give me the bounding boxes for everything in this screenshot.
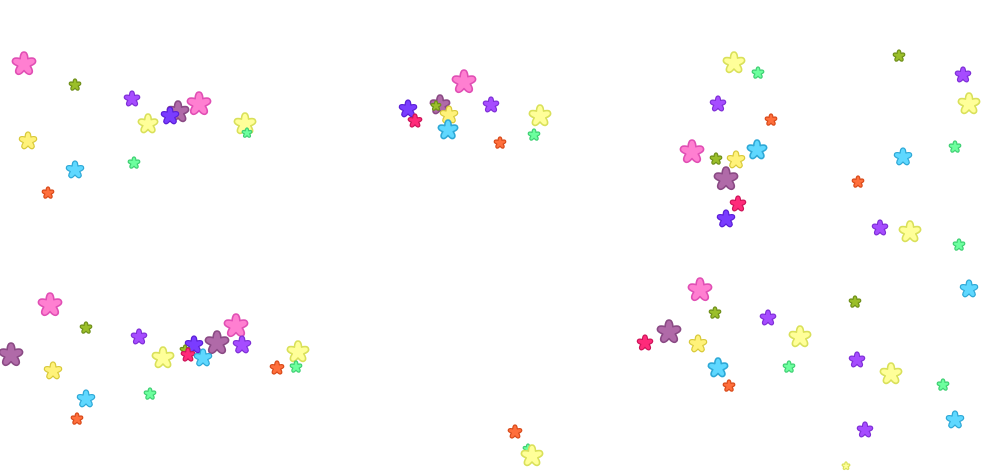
flower-star-icon xyxy=(716,209,736,228)
flower-star-icon xyxy=(223,313,249,338)
flower-star-icon xyxy=(856,421,874,438)
flower-star-icon xyxy=(437,119,459,140)
flower-star-icon xyxy=(286,340,310,363)
flower-star-icon xyxy=(527,128,541,141)
flower-star-icon xyxy=(636,334,654,351)
flower-star-icon xyxy=(713,166,739,191)
flower-star-icon xyxy=(37,292,63,317)
flower-star-icon xyxy=(759,309,777,326)
flower-star-icon xyxy=(186,91,212,116)
flower-star-icon xyxy=(18,131,38,150)
flower-star-icon xyxy=(892,49,906,62)
flower-star-icon xyxy=(708,306,722,319)
flower-star-icon xyxy=(137,113,159,134)
flower-star-icon xyxy=(130,328,148,345)
flower-star-icon xyxy=(269,360,285,375)
flower-star-icon xyxy=(764,113,778,126)
flower-star-icon xyxy=(232,335,252,354)
flower-star-icon xyxy=(687,277,713,302)
flower-star-icon xyxy=(848,351,866,368)
flower-star-icon xyxy=(439,105,459,124)
flower-star-icon xyxy=(871,219,889,236)
flower-star-icon xyxy=(709,95,727,112)
flower-star-icon xyxy=(507,424,523,439)
flower-star-icon xyxy=(193,348,213,367)
flower-star-icon xyxy=(204,330,230,355)
flower-star-icon xyxy=(656,319,682,344)
flower-star-icon xyxy=(688,334,708,353)
flower-star-icon xyxy=(936,378,950,391)
flower-star-icon xyxy=(123,90,141,107)
flower-star-icon xyxy=(948,140,962,153)
flower-star-icon xyxy=(289,360,303,373)
flower-star-icon xyxy=(709,152,723,165)
flower-star-icon xyxy=(679,139,705,164)
flower-star-icon xyxy=(127,156,141,169)
flower-star-icon xyxy=(493,136,507,149)
flower-star-icon xyxy=(41,186,55,199)
flower-star-icon xyxy=(11,51,37,76)
flower-star-icon xyxy=(848,295,862,308)
flower-star-icon xyxy=(180,347,196,362)
flower-star-icon xyxy=(451,69,477,94)
flower-star-icon xyxy=(722,379,736,392)
flower-star-icon xyxy=(879,362,903,385)
flower-star-icon xyxy=(65,160,85,179)
flower-star-icon xyxy=(528,104,552,127)
flower-star-icon xyxy=(241,127,253,138)
flower-star-icon xyxy=(0,342,24,367)
flower-star-icon xyxy=(898,220,922,243)
flower-star-icon xyxy=(707,357,729,378)
flower-star-icon xyxy=(841,461,851,471)
flower-star-icon xyxy=(952,238,966,251)
flower-star-icon xyxy=(160,106,180,125)
flower-star-icon xyxy=(954,66,972,83)
flower-star-icon xyxy=(482,96,500,113)
flower-star-icon xyxy=(79,321,93,334)
flower-star-icon xyxy=(782,360,796,373)
flower-star-icon xyxy=(151,346,175,369)
flower-star-icon xyxy=(722,51,746,74)
flower-star-icon xyxy=(788,325,812,348)
flower-star-icon xyxy=(851,175,865,188)
flower-star-icon xyxy=(957,92,981,115)
flower-star-icon xyxy=(68,78,82,91)
flower-star-icon xyxy=(430,100,442,111)
flower-star-icon xyxy=(945,410,965,429)
flower-star-icon xyxy=(76,389,96,408)
flower-star-icon xyxy=(893,147,913,166)
flower-star-icon xyxy=(751,66,765,79)
flower-star-icon xyxy=(143,387,157,400)
flower-star-icon xyxy=(70,412,84,425)
flower-star-icon xyxy=(746,139,768,160)
flower-star-icon xyxy=(959,279,979,298)
flower-star-icon xyxy=(729,195,747,212)
flower-star-icon xyxy=(407,113,423,128)
flower-star-icon xyxy=(43,361,63,380)
flower-star-icon xyxy=(520,444,544,467)
flower-star-icon xyxy=(726,150,746,169)
